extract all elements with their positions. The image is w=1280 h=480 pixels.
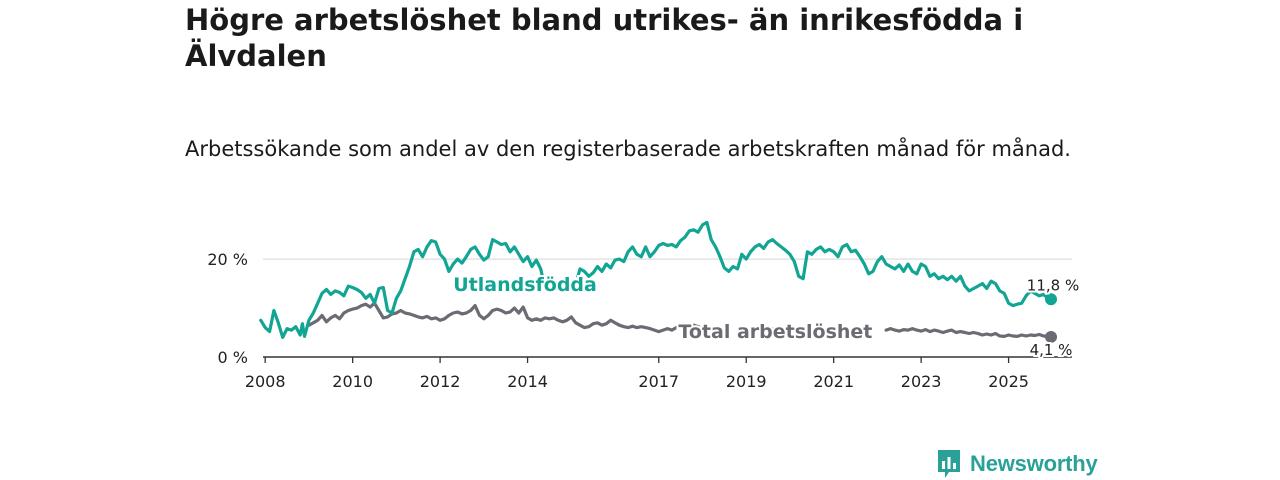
series-line-utlandsfodda bbox=[576, 220, 1053, 308]
y-axis: 0 % 20 % bbox=[207, 250, 248, 367]
line-labels: 11,8 % 4,1 % Utlandsfödda Total arbetslöshe… bbox=[451, 272, 1081, 361]
x-tick-label: 2014 bbox=[507, 372, 548, 391]
x-tick-label: 2025 bbox=[988, 372, 1029, 391]
x-tick-label: 2008 bbox=[245, 372, 286, 391]
x-tick-label: 2019 bbox=[726, 372, 767, 391]
series-line-total bbox=[307, 301, 713, 334]
x-tick-label: 2012 bbox=[420, 372, 461, 391]
chart-title: Högre arbetslöshet bland utrikes- än inr… bbox=[185, 3, 1024, 73]
x-tick-label: 2023 bbox=[901, 372, 942, 391]
x-axis: 2008 2010 2012 2014 2017 2019 2021 2023 2025 bbox=[245, 356, 1072, 391]
x-tick-label: 2017 bbox=[638, 372, 679, 391]
series-line-total bbox=[788, 326, 801, 331]
y-tick-label: 0 % bbox=[218, 348, 248, 367]
x-tick-label: 2010 bbox=[332, 372, 373, 391]
x-tick-label: 2021 bbox=[813, 372, 854, 391]
end-marker-total bbox=[1045, 330, 1058, 343]
series-line-total bbox=[770, 326, 783, 332]
brand-name: Newsworthy bbox=[970, 451, 1098, 476]
newsworthy-logo: Newsworthy bbox=[936, 448, 1098, 480]
end-marker-utlandsfodda bbox=[1045, 293, 1058, 306]
series-label-utlandsfodda: Utlandsfödda bbox=[453, 274, 597, 296]
y-tick-label: 20 % bbox=[207, 250, 248, 269]
chart-subtitle: Arbetssökande som andel av den registerb… bbox=[185, 137, 1071, 161]
series-label-total: Total arbetslöshet bbox=[678, 321, 872, 343]
series-line-total bbox=[884, 327, 1053, 339]
series-line-utlandsfodda bbox=[259, 238, 545, 339]
series-lines bbox=[259, 220, 1058, 343]
end-value-label-utlandsfodda: 11,8 % bbox=[1027, 276, 1079, 294]
end-value-label-total: 4,1 % bbox=[1030, 341, 1073, 359]
bar-chart-speech-icon bbox=[938, 450, 960, 478]
